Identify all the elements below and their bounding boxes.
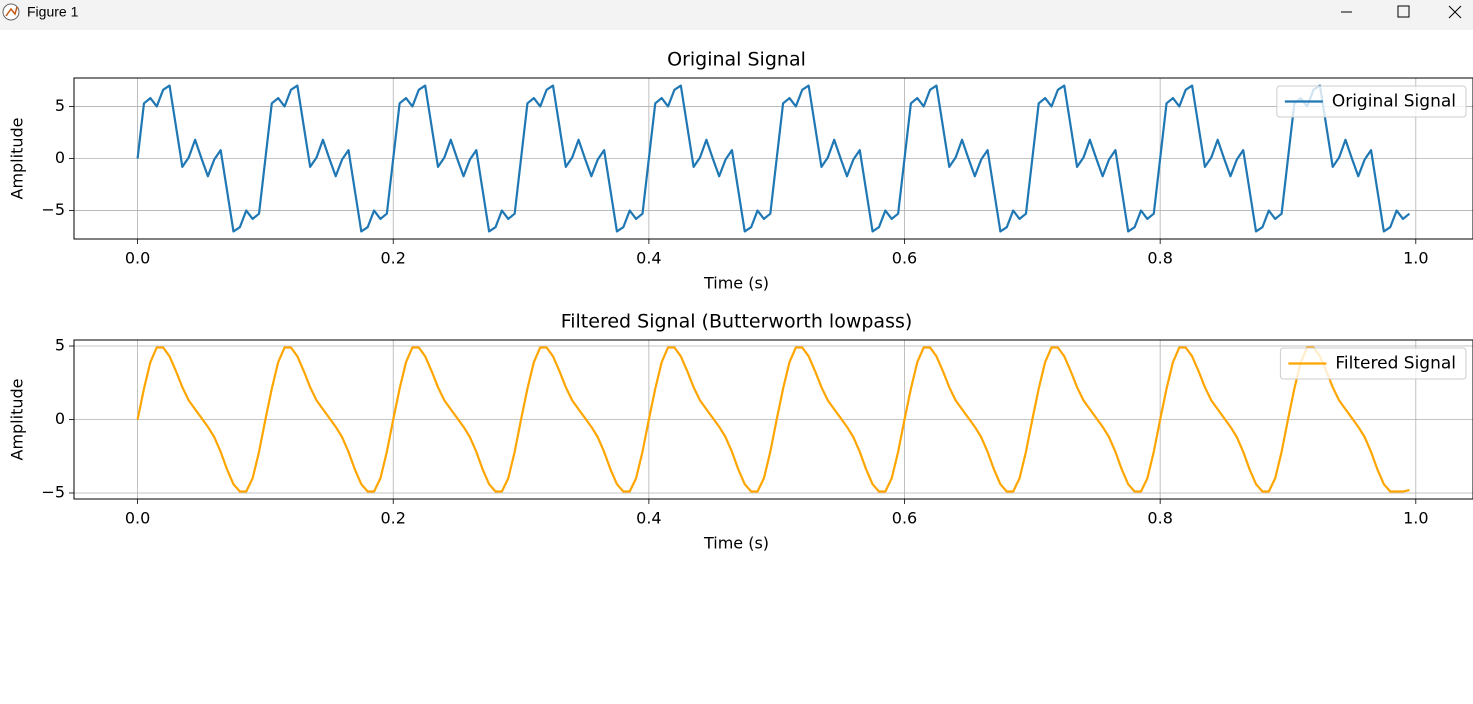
axes-frame xyxy=(73,77,1473,240)
x-tick-label: 0.4 xyxy=(636,249,661,268)
x-tick-label: 0.6 xyxy=(892,509,917,528)
app-icon xyxy=(2,3,20,21)
x-tick-label: 1.0 xyxy=(1403,509,1428,528)
legend: Original Signal xyxy=(1276,85,1467,118)
x-tick-label: 0.6 xyxy=(892,249,917,268)
y-tick-label: 5 xyxy=(55,336,65,355)
chart-title: Original Signal xyxy=(667,49,806,71)
legend-label: Original Signal xyxy=(1332,92,1456,112)
y-axis-label: Amplitude xyxy=(8,379,27,461)
y-tick-label: 0 xyxy=(55,148,65,167)
axes-frame xyxy=(73,339,1473,500)
y-tick-label: 0 xyxy=(55,409,65,428)
x-tick-label: 0.8 xyxy=(1147,249,1172,268)
window-title: Figure 1 xyxy=(27,4,79,20)
legend-box xyxy=(1276,85,1467,118)
legend-box xyxy=(1279,347,1467,380)
x-tick-label: 0.0 xyxy=(125,249,150,268)
legend-label: Filtered Signal xyxy=(1335,354,1456,374)
legend: Filtered Signal xyxy=(1279,347,1467,380)
x-tick-label: 0.0 xyxy=(125,509,150,528)
chart-title: Filtered Signal (Butterworth lowpass) xyxy=(561,311,913,333)
x-axis-label: Time (s) xyxy=(703,274,769,293)
y-tick-label: 5 xyxy=(55,96,65,115)
y-axis-label: Amplitude xyxy=(8,118,27,200)
x-axis-label: Time (s) xyxy=(703,534,769,553)
y-tick-label: −5 xyxy=(41,482,65,501)
line-series xyxy=(136,346,1410,493)
x-tick-label: 0.4 xyxy=(636,509,661,528)
x-tick-label: 0.2 xyxy=(381,249,406,268)
x-tick-label: 0.2 xyxy=(381,509,406,528)
x-tick-label: 0.8 xyxy=(1147,509,1172,528)
figure: 0.0 0.2 0.4 0.6 0.8 1.0 −5 0 5 Original Signal Tim… xyxy=(8,49,1473,553)
maximize-button[interactable] xyxy=(1397,5,1410,18)
close-button[interactable] xyxy=(1448,5,1462,19)
title-bar xyxy=(0,0,1473,30)
y-tick-label: −5 xyxy=(41,200,65,219)
line-series xyxy=(136,84,1411,233)
x-tick-label: 1.0 xyxy=(1403,249,1428,268)
